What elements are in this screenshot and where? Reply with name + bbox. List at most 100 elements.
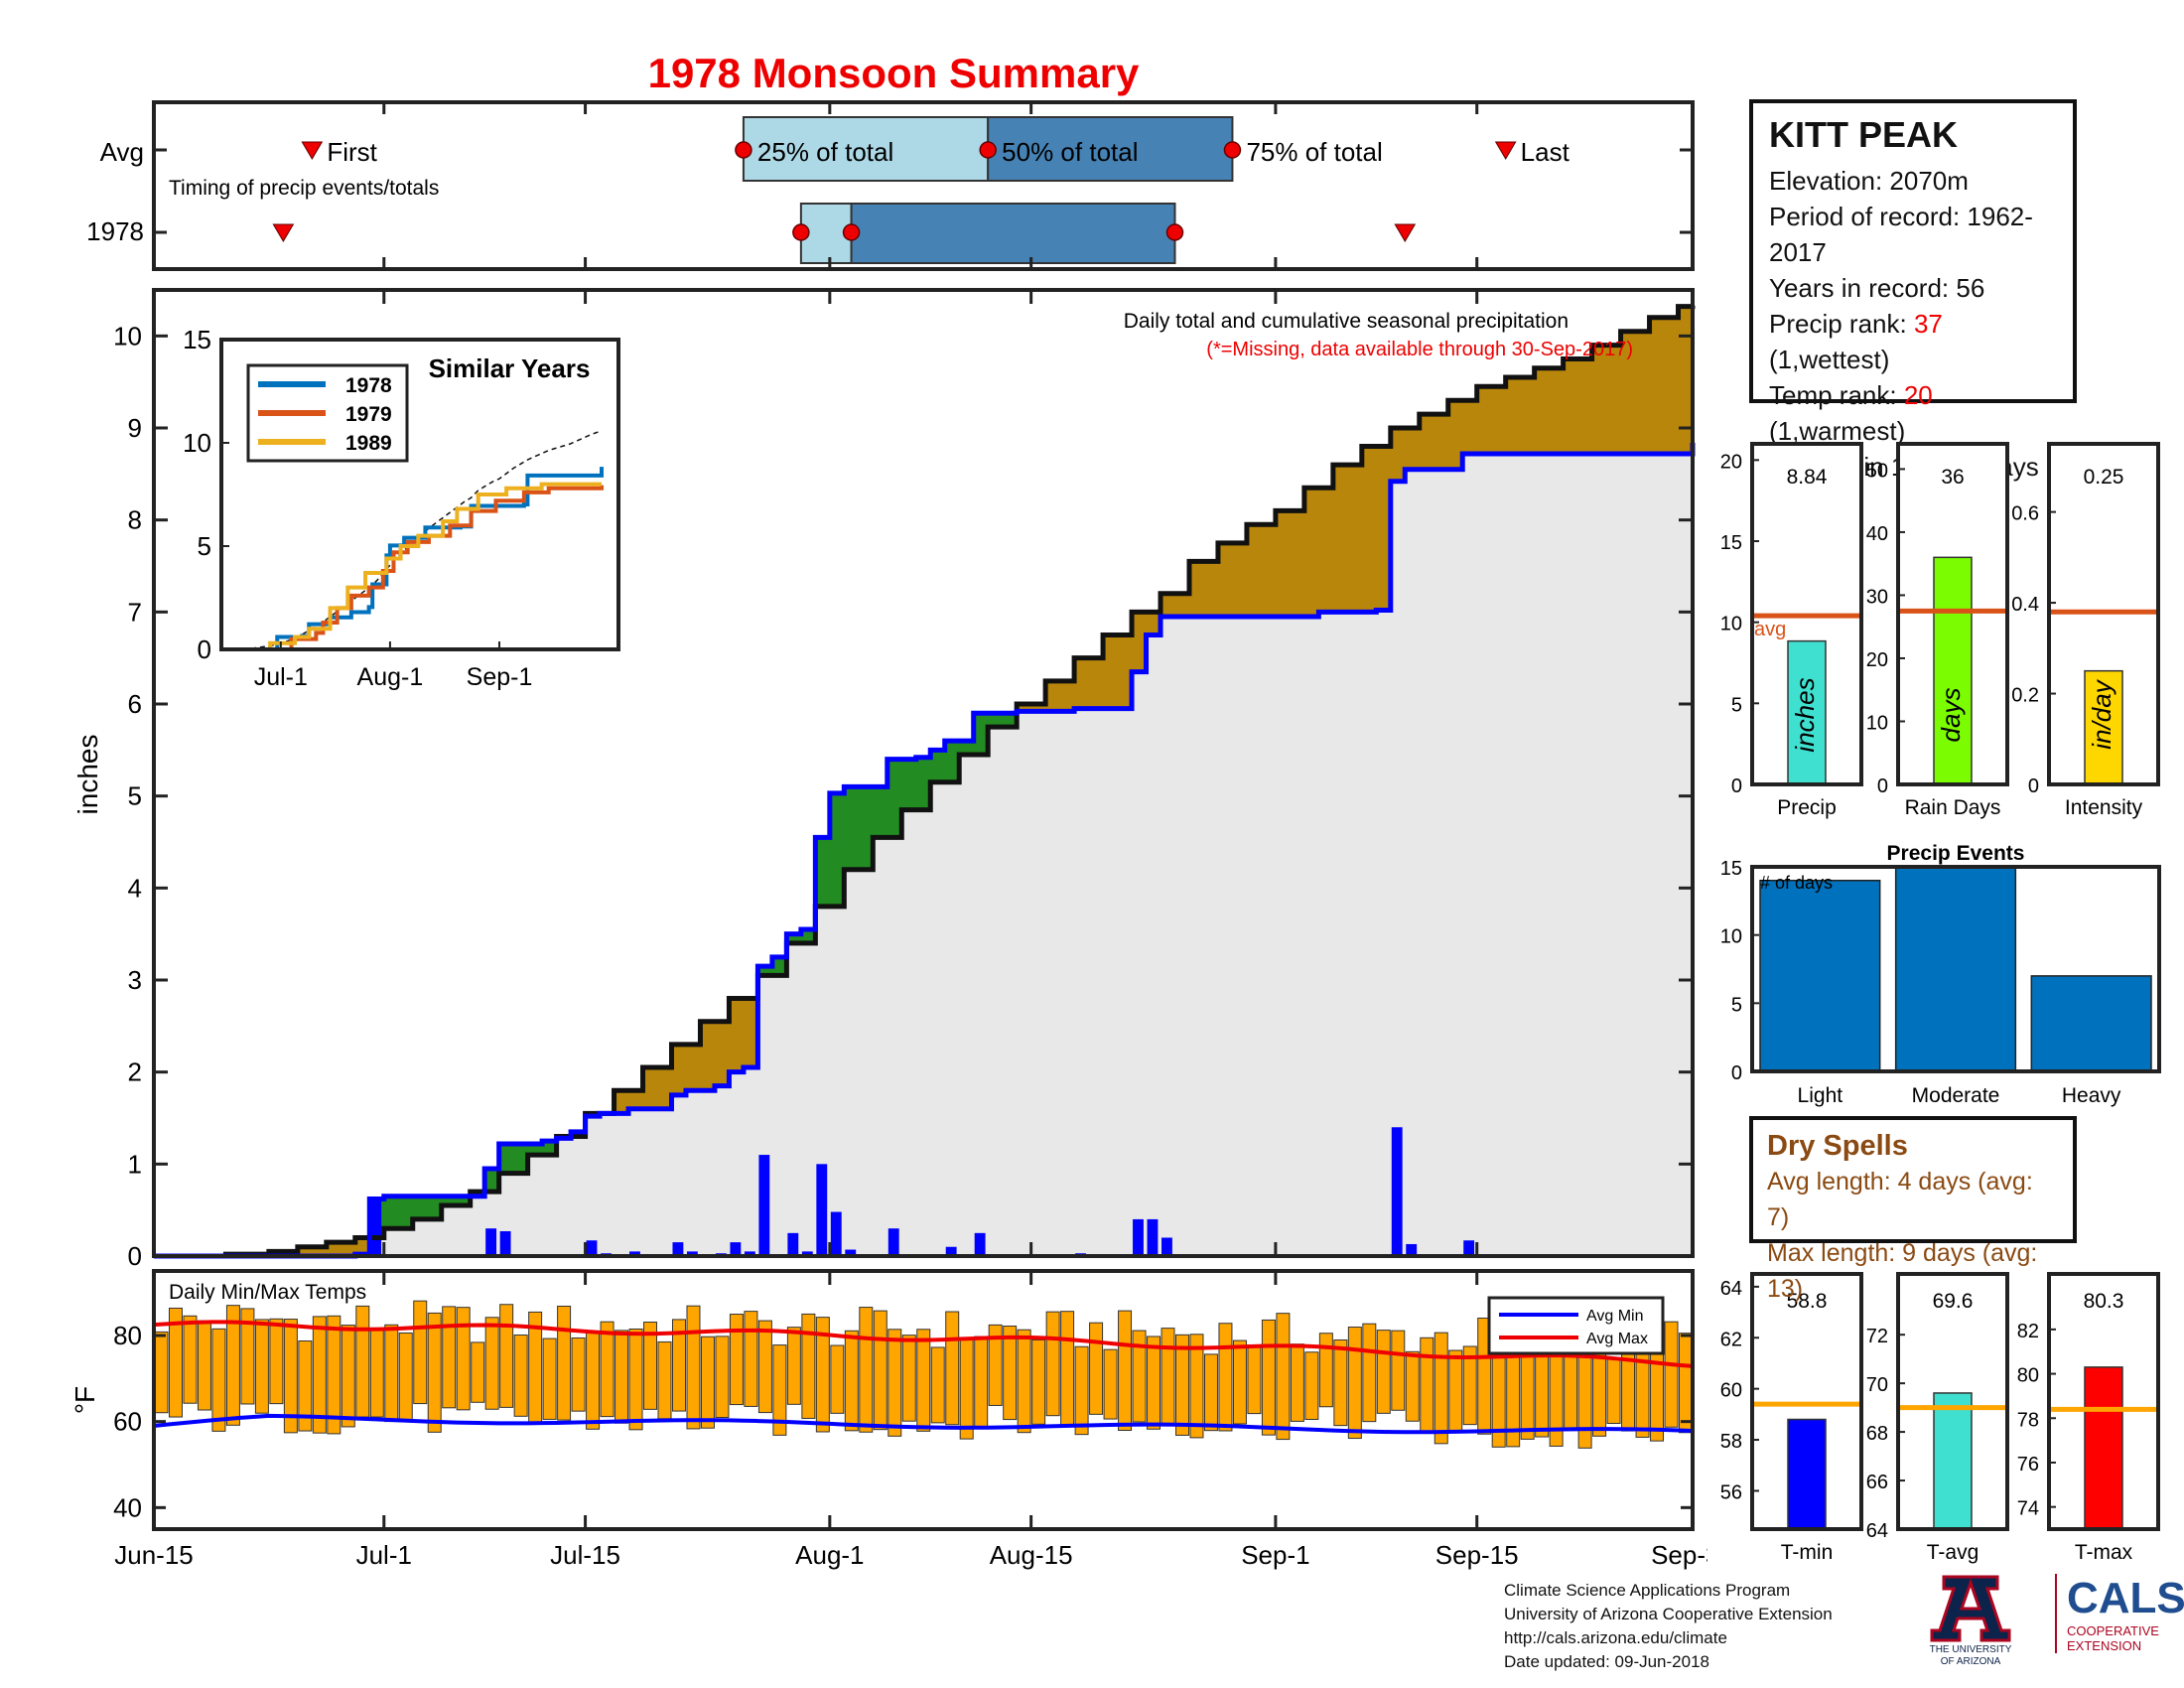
daily-precip-bar xyxy=(1391,1127,1403,1256)
deficit-fill xyxy=(1390,428,1406,482)
timing-row-year: 1978 xyxy=(86,216,144,246)
x-tick-label: Aug-1 xyxy=(795,1540,864,1570)
deficit-fill xyxy=(671,1044,687,1095)
surplus-fill xyxy=(513,1143,529,1174)
surplus-fill xyxy=(542,1141,558,1156)
daily-temp-bar xyxy=(1577,1347,1592,1449)
daily-temp-bar xyxy=(312,1316,327,1434)
daily-temp-bar xyxy=(1376,1330,1391,1414)
tsummary-frame xyxy=(2047,1272,2160,1531)
y-tick-label: 6 xyxy=(128,689,142,719)
surplus-fill xyxy=(383,1196,399,1229)
surplus-fill xyxy=(398,1196,414,1229)
year-quartile-marker xyxy=(792,223,810,241)
temp-rank-suffix: (1,warmest) xyxy=(1769,416,1906,446)
tsummary-tick-label: 64 xyxy=(1720,1278,1742,1300)
daily-temp-bar xyxy=(1189,1334,1204,1439)
footer-line3[interactable]: http://cals.arizona.edu/climate xyxy=(1504,1628,1727,1647)
deficit-fill xyxy=(1577,358,1593,454)
q25-label: 25% of total xyxy=(757,137,893,167)
daily-precip-bar xyxy=(974,1232,986,1256)
daily-temp-bar xyxy=(1333,1338,1348,1427)
similar-line-1989 xyxy=(224,482,602,651)
inset-y-tick-label: 10 xyxy=(183,428,211,458)
avg-quartile-marker xyxy=(735,141,752,159)
daily-temp-bar xyxy=(456,1307,471,1411)
tsummary-tick-label: 60 xyxy=(1720,1380,1742,1402)
ua-logo-line2: OF ARIZONA xyxy=(1941,1656,2001,1667)
first-label: First xyxy=(327,137,377,167)
daily-precip-bar xyxy=(1147,1218,1159,1256)
daily-temp-bar xyxy=(801,1313,816,1419)
precip-subtitle: Daily total and cumulative seasonal prec… xyxy=(1124,310,1569,333)
daily-temp-bar xyxy=(815,1317,830,1433)
y-tick-label: 8 xyxy=(128,505,142,535)
deficit-fill xyxy=(1232,542,1248,617)
daily-temp-bar xyxy=(1074,1345,1089,1436)
deficit-fill xyxy=(1261,524,1277,617)
daily-temp-bar xyxy=(772,1344,787,1436)
events-title: Precip Events xyxy=(1887,842,2025,865)
surplus-fill xyxy=(858,786,874,870)
summary-value: 8.84 xyxy=(1787,466,1828,489)
daily-temp-bar xyxy=(1017,1329,1031,1434)
daily-precip-bar xyxy=(485,1228,497,1256)
summary-bar-Rain Days xyxy=(1933,556,1973,785)
daily-temp-bar xyxy=(887,1329,902,1437)
surplus-fill xyxy=(484,1168,500,1193)
footer-line2: University of Arizona Cooperative Extens… xyxy=(1504,1605,1833,1623)
deficit-fill xyxy=(1017,704,1032,712)
events-category: Heavy xyxy=(2062,1084,2121,1107)
daily-temp-bar xyxy=(1347,1327,1362,1440)
deficit-fill xyxy=(1376,446,1392,611)
dry-spells: Dry Spells Avg length: 4 days (avg: 7) M… xyxy=(1749,1116,2077,1303)
daily-temp-bar xyxy=(1318,1333,1333,1408)
daily-temp-bar xyxy=(657,1340,672,1420)
events-bar-Light xyxy=(1759,879,1881,1072)
deficit-fill xyxy=(685,1044,702,1091)
deficit-fill xyxy=(1203,561,1219,617)
surplus-fill xyxy=(887,759,902,838)
deficit-fill xyxy=(1045,680,1061,712)
deficit-fill xyxy=(312,1246,328,1256)
surplus-fill xyxy=(456,1196,472,1206)
daily-temp-bar xyxy=(355,1305,370,1418)
tsummary-tick-label: 80 xyxy=(2017,1365,2039,1387)
page-title: 1978 Monsoon Summary xyxy=(647,50,1140,96)
daily-temp-bar xyxy=(744,1311,758,1407)
daily-temp-bar xyxy=(168,1307,183,1418)
footer-line4: Date updated: 09-Jun-2018 xyxy=(1504,1652,1709,1671)
tsummary-tick-label: 64 xyxy=(1866,1520,1888,1542)
daily-precip-bar xyxy=(686,1251,698,1256)
summary-tick-label: 0.6 xyxy=(2011,503,2039,525)
daily-precip-bar xyxy=(1133,1218,1144,1256)
precip-frame xyxy=(152,288,1695,1258)
daily-temp-bar xyxy=(269,1318,284,1405)
daily-temp-bar xyxy=(1420,1336,1434,1433)
temp-legend xyxy=(1487,1296,1665,1355)
surplus-fill xyxy=(901,759,917,810)
avg-cumulative-line xyxy=(154,304,1696,1259)
summary-bar-Intensity xyxy=(2084,669,2123,785)
daily-temp-bar xyxy=(930,1346,945,1424)
legend-1979: 1979 xyxy=(345,403,392,426)
summary-bar-frame xyxy=(1750,442,1863,786)
daily-temp-bar xyxy=(283,1319,298,1434)
events-bar-Heavy xyxy=(2030,975,2152,1072)
daily-temp-bar xyxy=(600,1321,614,1418)
summary-unit: in/day xyxy=(2087,678,2116,749)
daily-temp-bar xyxy=(1606,1357,1621,1425)
inset-frame xyxy=(219,338,620,651)
tsummary-tick-label: 82 xyxy=(2017,1321,2039,1342)
summary-unit: inches xyxy=(1790,677,1820,752)
daily-temp-bar xyxy=(298,1339,313,1432)
summary-label: Rain Days xyxy=(1905,796,2001,819)
daily-temp-bar xyxy=(1664,1321,1679,1428)
temp-y-tick-label: 40 xyxy=(113,1492,142,1522)
deficit-fill xyxy=(1462,400,1478,454)
daily-temp-bar xyxy=(398,1332,413,1423)
daily-temp-bar xyxy=(225,1305,240,1426)
daily-temp-bar xyxy=(1679,1333,1694,1434)
summary-tick-label: 30 xyxy=(1866,586,1888,608)
daily-temp-bar xyxy=(154,1331,169,1414)
